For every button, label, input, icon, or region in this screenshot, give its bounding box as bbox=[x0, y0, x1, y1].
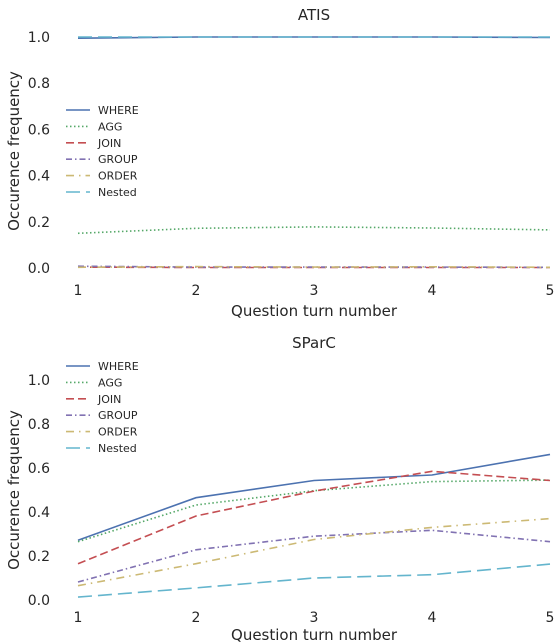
series-line-where bbox=[77, 453, 551, 541]
series-line-nested bbox=[77, 563, 551, 598]
series-line-agg bbox=[77, 226, 551, 235]
series-line-order bbox=[77, 517, 551, 587]
y-axis-label: Occurence frequency bbox=[5, 71, 23, 231]
y-tick-label: 0.4 bbox=[28, 169, 50, 185]
x-tick-label: 1 bbox=[74, 610, 83, 626]
x-tick-label: 5 bbox=[546, 283, 555, 299]
series-line-join bbox=[77, 470, 551, 565]
legend-label-order: ORDER bbox=[98, 170, 138, 183]
y-tick-label: 0.4 bbox=[28, 505, 50, 521]
y-axis-label: Occurence frequency bbox=[5, 410, 23, 570]
y-tick-label: 0.6 bbox=[28, 122, 50, 138]
series-line-agg bbox=[77, 479, 551, 543]
x-tick-label: 2 bbox=[192, 283, 201, 299]
x-tick-label: 4 bbox=[428, 283, 437, 299]
series-line-group bbox=[77, 529, 551, 583]
legend-label-where: WHERE bbox=[98, 360, 139, 373]
chart-panel-atis: ATIS 0.0 0.2 0.4 0.6 0.8 1.0 1 2 3 4 5 Question turn… bbox=[5, 6, 554, 320]
chart-title: SParC bbox=[292, 334, 336, 352]
y-tick-label: 0.2 bbox=[28, 549, 50, 565]
chart-panel-sparc: SParC 0.0 0.2 0.4 0.6 0.8 1.0 1 2 3 4 5 Question tur… bbox=[5, 334, 554, 644]
legend-label-join: JOIN bbox=[97, 393, 121, 406]
x-tick-label: 4 bbox=[428, 610, 437, 626]
x-tick-label: 3 bbox=[310, 283, 319, 299]
legend-label-group: GROUP bbox=[98, 153, 138, 166]
legend-label-agg: AGG bbox=[98, 120, 122, 133]
y-tick-label: 0.0 bbox=[28, 593, 50, 609]
x-axis-label: Question turn number bbox=[231, 302, 398, 320]
x-tick-label: 3 bbox=[310, 610, 319, 626]
legend-label-order: ORDER bbox=[98, 426, 138, 439]
x-tick-label: 1 bbox=[74, 283, 83, 299]
y-tick-label: 0.2 bbox=[28, 215, 50, 231]
y-tick-label: 0.8 bbox=[28, 417, 50, 433]
y-tick-label: 0.0 bbox=[28, 261, 50, 277]
y-tick-label: 0.6 bbox=[28, 461, 50, 477]
y-tick-label: 1.0 bbox=[28, 30, 50, 46]
x-axis-label: Question turn number bbox=[231, 626, 398, 644]
legend: WHERE AGG JOIN GROUP ORDER Nested bbox=[66, 360, 139, 455]
series-line-order bbox=[77, 265, 551, 269]
legend-label-nested: Nested bbox=[98, 186, 137, 199]
legend-label-nested: Nested bbox=[98, 442, 137, 455]
legend: WHERE AGG JOIN GROUP ORDER Nested bbox=[66, 104, 139, 199]
legend-label-agg: AGG bbox=[98, 376, 122, 389]
y-tick-label: 1.0 bbox=[28, 373, 50, 389]
legend-label-join: JOIN bbox=[97, 137, 121, 150]
legend-label-group: GROUP bbox=[98, 409, 138, 422]
x-tick-label: 2 bbox=[192, 610, 201, 626]
legend-label-where: WHERE bbox=[98, 104, 139, 117]
chart-title: ATIS bbox=[298, 6, 330, 24]
y-tick-label: 0.8 bbox=[28, 76, 50, 92]
x-tick-label: 5 bbox=[546, 610, 555, 626]
